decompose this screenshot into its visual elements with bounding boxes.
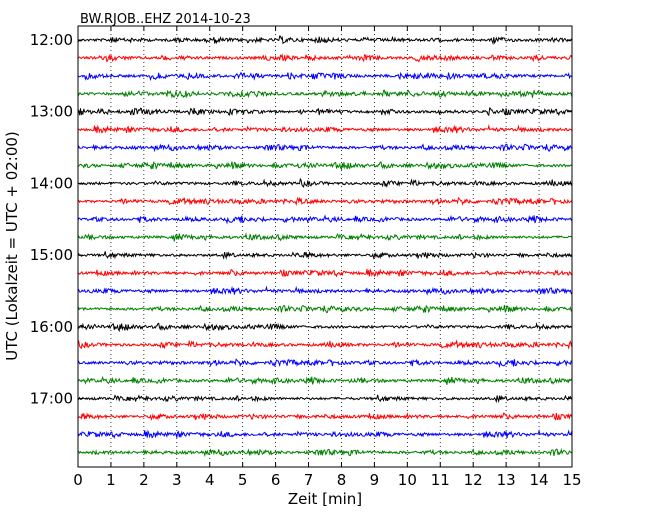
x-tick-label: 14 — [530, 471, 549, 489]
trace-14:30 — [77, 214, 573, 225]
x-tick-label: 15 — [562, 471, 581, 489]
trace-12:15 — [77, 53, 573, 63]
trace-16:30 — [77, 358, 573, 369]
y-tick-label: 14:00 — [30, 174, 73, 192]
y-tick-label: 17:00 — [30, 390, 73, 408]
y-tick-label: 16:00 — [30, 318, 73, 336]
y-tick-label: 15:00 — [30, 246, 73, 264]
x-tick-label: 13 — [497, 471, 516, 489]
trace-14:00 — [77, 177, 573, 188]
x-tick-label: 3 — [172, 471, 182, 489]
trace-17:15 — [77, 411, 573, 421]
trace-17:30 — [77, 428, 573, 439]
x-tick-label: 5 — [238, 471, 248, 489]
trace-15:45 — [77, 304, 573, 314]
seismic-traces — [77, 35, 573, 458]
trace-13:15 — [77, 124, 573, 134]
trace-15:15 — [77, 268, 573, 278]
trace-13:45 — [77, 161, 573, 171]
x-tick-label: 10 — [398, 471, 417, 489]
axis-ticks: 0 1 2 3 4 5 6 7 8 9 10 11 12 13 14 1512:0013:0014:0015:… — [30, 26, 582, 489]
trace-12:00 — [77, 35, 573, 46]
trace-14:15 — [77, 196, 573, 207]
x-tick-label: 8 — [337, 471, 347, 489]
x-tick-label: 11 — [431, 471, 450, 489]
trace-13:30 — [77, 143, 573, 153]
x-tick-label: 0 — [73, 471, 83, 489]
y-axis-label: UTC (Lokalzeit = UTC + 02:00) — [3, 131, 21, 361]
x-tick-label: 9 — [370, 471, 380, 489]
trace-14:45 — [77, 232, 573, 242]
y-tick-label: 13:00 — [30, 103, 73, 121]
trace-15:30 — [77, 285, 573, 296]
x-tick-label: 6 — [271, 471, 281, 489]
trace-15:00 — [77, 251, 573, 260]
plot-frame — [77, 25, 573, 468]
x-tick-label: 4 — [205, 471, 215, 489]
trace-13:00 — [77, 107, 573, 117]
trace-17:00 — [77, 394, 573, 404]
x-tick-label: 12 — [464, 471, 483, 489]
grid-lines — [110, 26, 540, 467]
y-tick-label: 12:00 — [30, 31, 73, 49]
trace-16:00 — [77, 321, 573, 333]
trace-17:45 — [77, 448, 573, 458]
trace-12:30 — [77, 71, 573, 82]
x-axis-label: Zeit [min] — [288, 490, 362, 508]
trace-16:45 — [77, 375, 573, 386]
x-tick-label: 2 — [139, 471, 149, 489]
trace-16:15 — [77, 339, 573, 350]
trace-12:45 — [77, 89, 573, 99]
x-tick-label: 7 — [304, 471, 314, 489]
chart-title: BW.RJOB..EHZ 2014-10-23 — [80, 12, 251, 27]
x-tick-label: 1 — [106, 471, 116, 489]
